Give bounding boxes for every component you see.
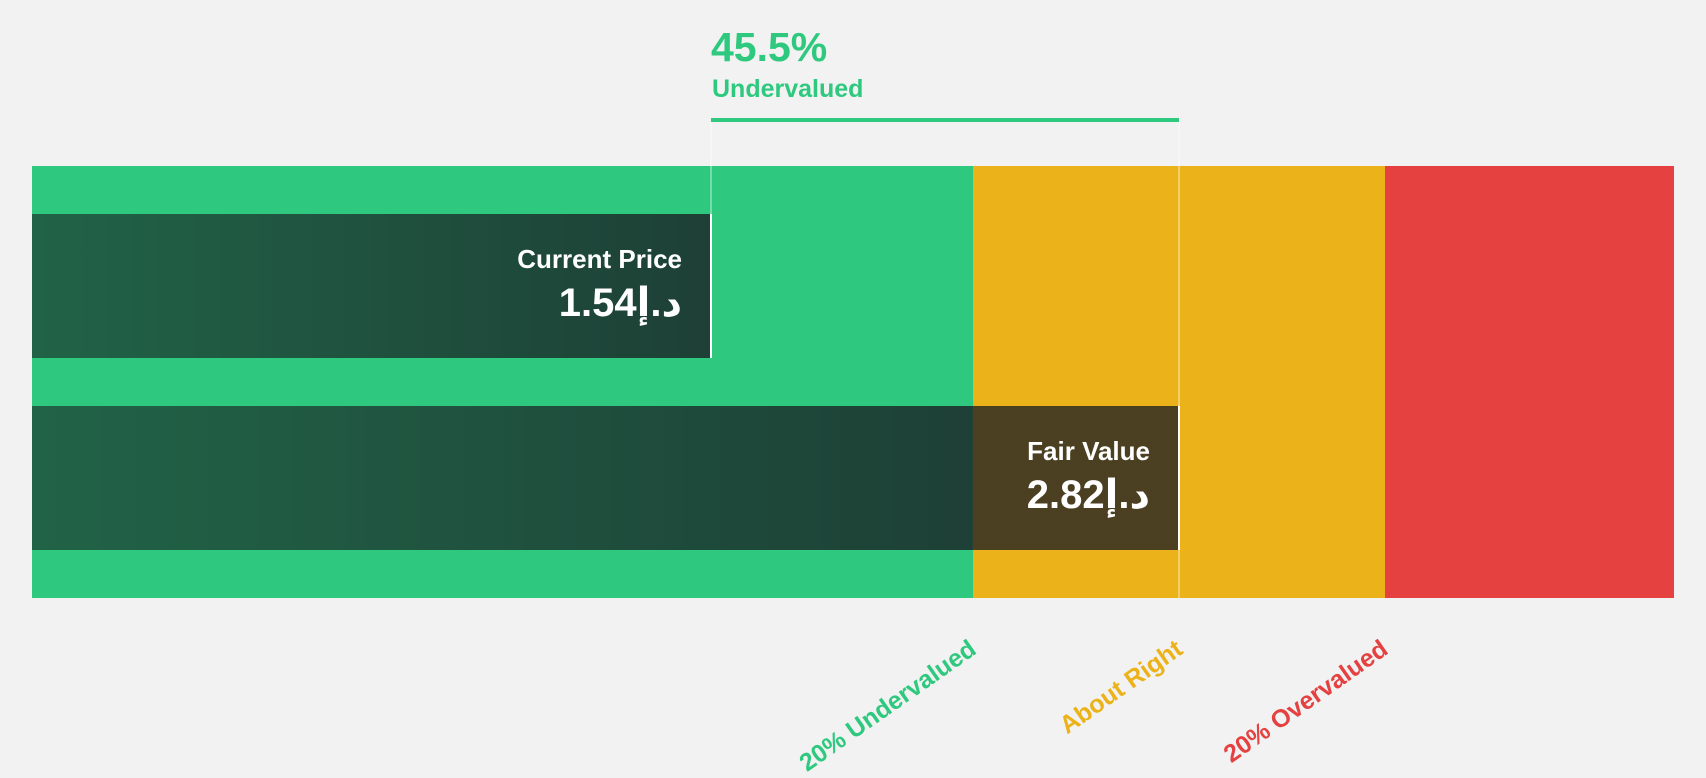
discount-status: Undervalued — [712, 75, 864, 103]
fair-value-marker — [1178, 406, 1180, 550]
current-price-marker — [710, 214, 712, 358]
discount-bracket-line — [711, 118, 1179, 122]
fair-value-value: د.إ2.82 — [1026, 473, 1150, 517]
fair-value-label: Fair Value — [1027, 436, 1150, 466]
current-price-bar: Current Price د.إ1.54 — [32, 214, 710, 358]
fair-value-bar: Fair Value د.إ2.82 — [32, 406, 1178, 550]
current-price-label: Current Price — [517, 244, 682, 274]
zone-overvalued — [1385, 166, 1674, 598]
zone-label-undervalued: 20% Undervalued — [793, 634, 981, 778]
zone-label-about-right: About Right — [1054, 634, 1188, 740]
fair-value-marker-lower — [1178, 550, 1180, 598]
fair-value-marker-upper — [1178, 122, 1180, 406]
discount-percent: 45.5% — [711, 24, 828, 70]
current-price-marker-upper — [710, 122, 712, 214]
zone-label-overvalued: 20% Overvalued — [1218, 634, 1393, 769]
current-price-value: د.إ1.54 — [558, 281, 682, 325]
